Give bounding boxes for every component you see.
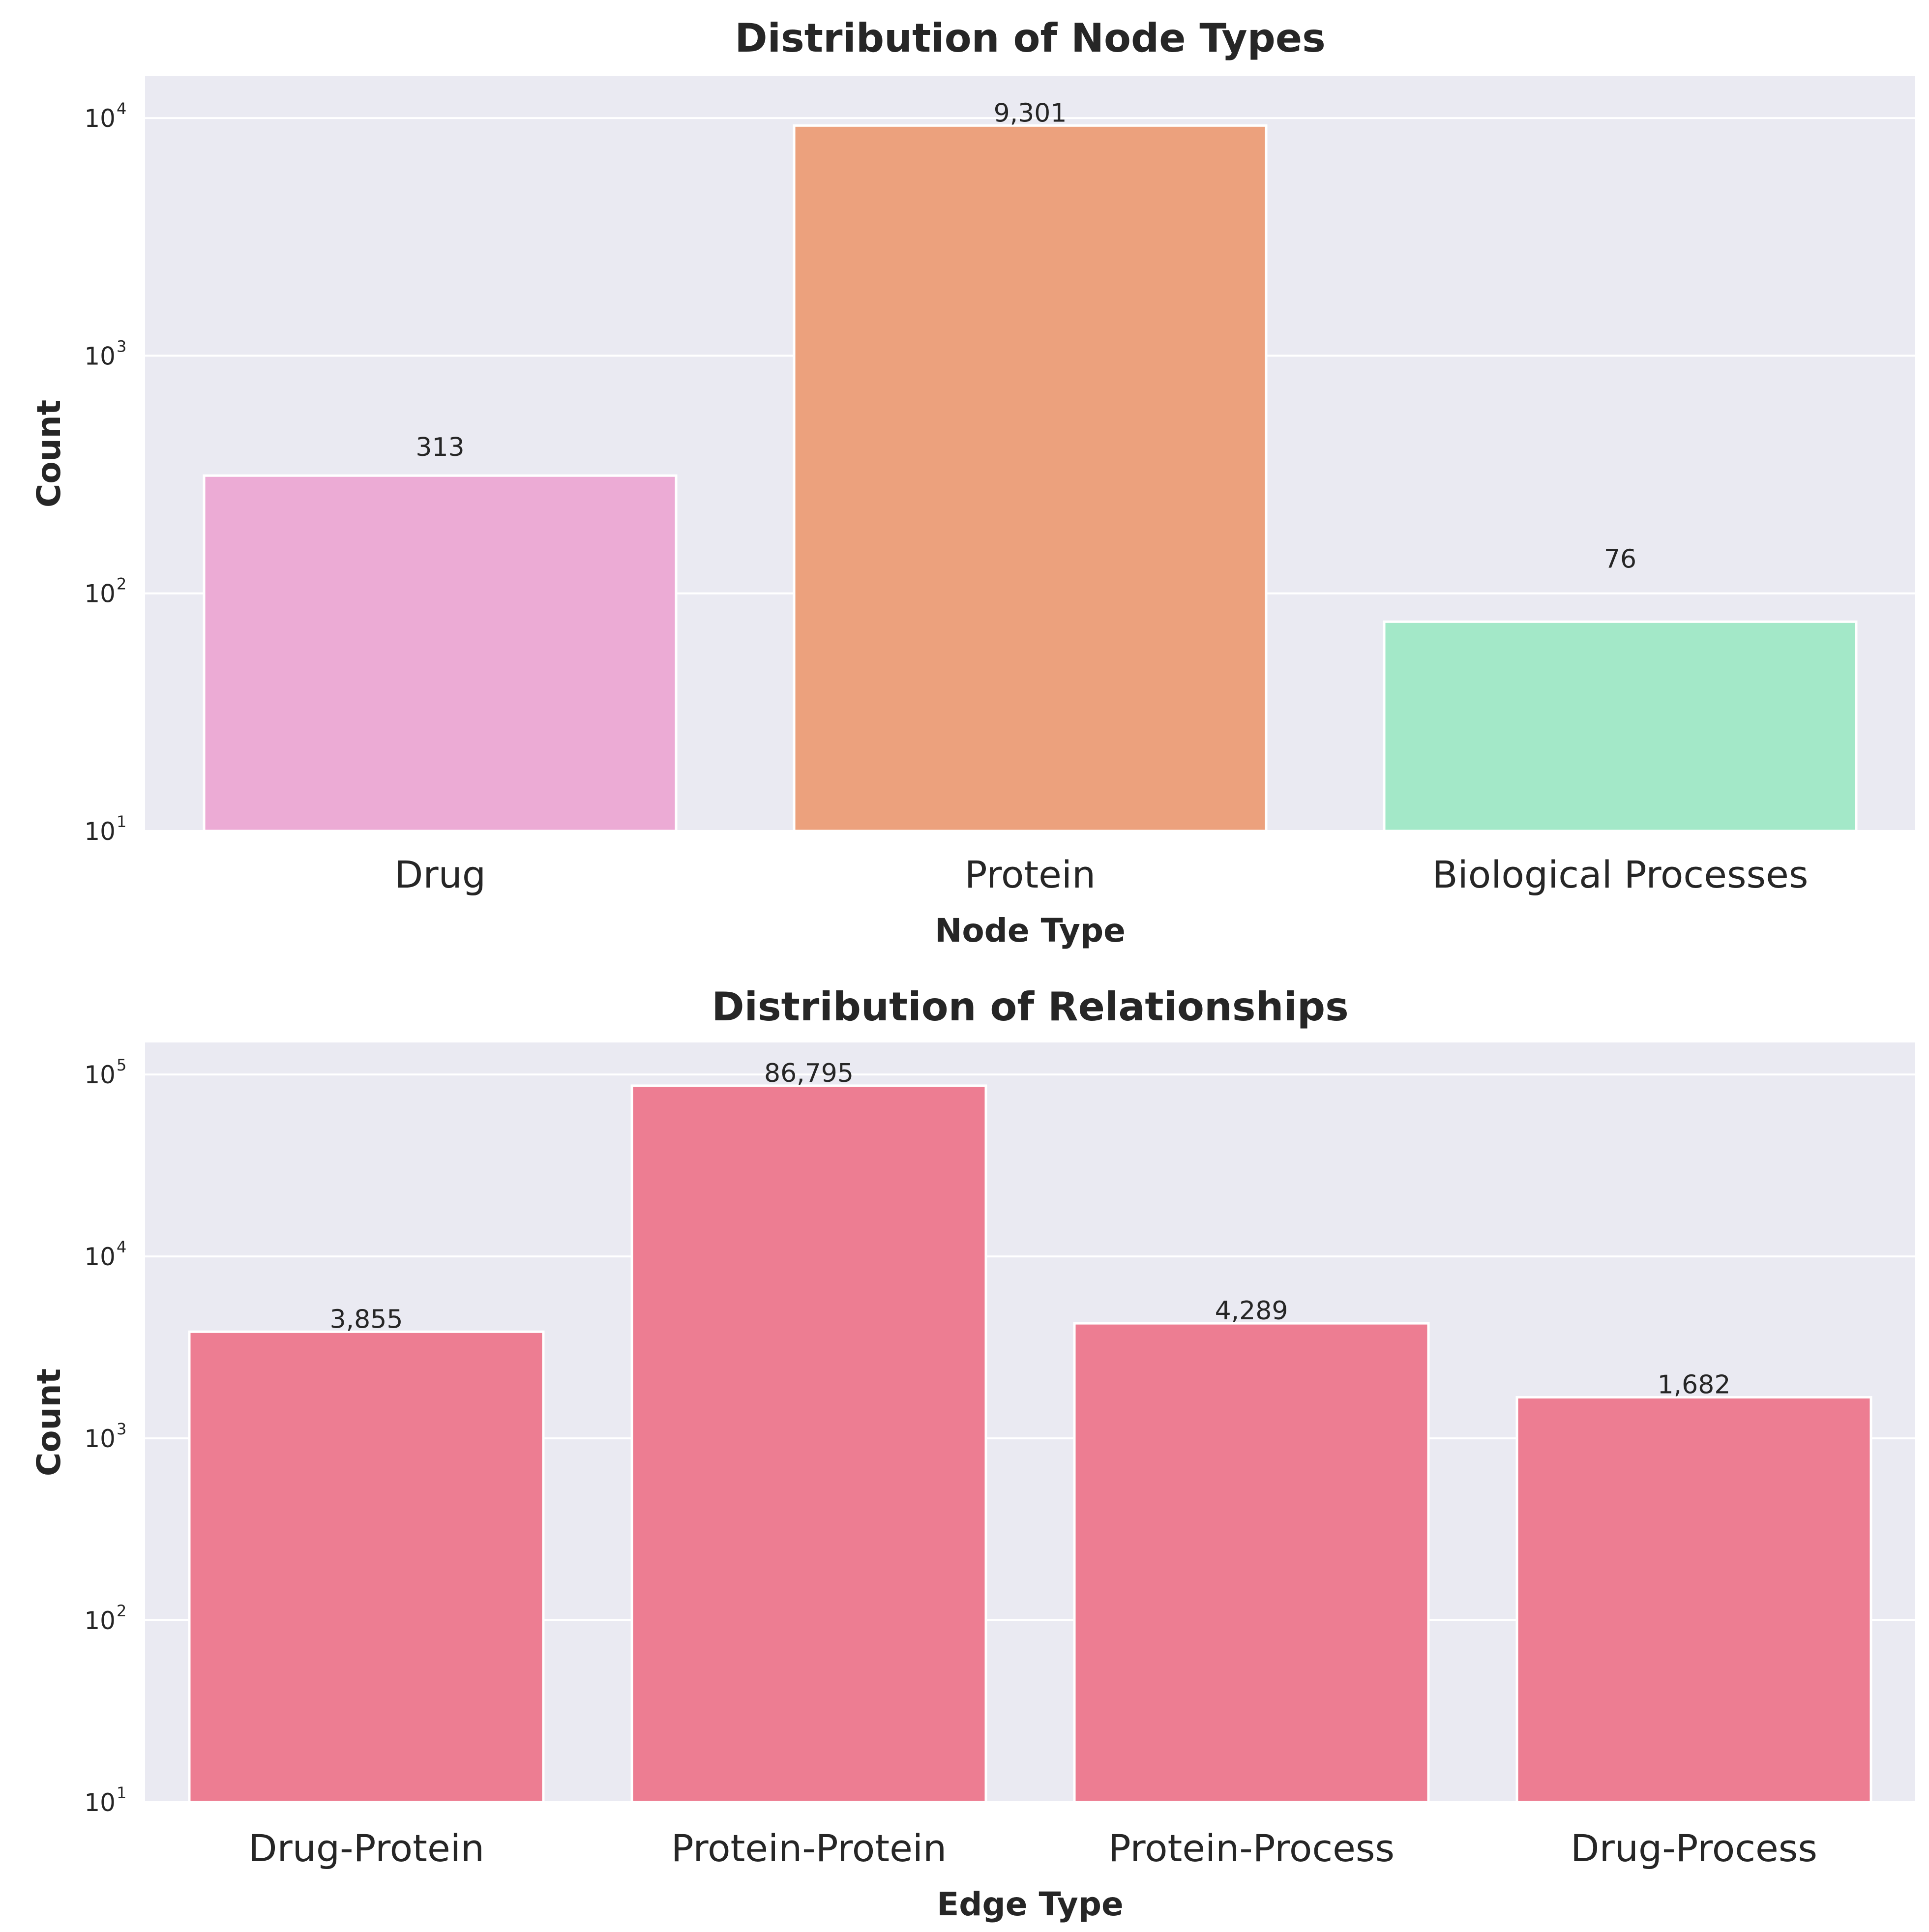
y-tick-exponent: 3 <box>117 1420 126 1438</box>
y-axis-label: Count <box>30 400 68 507</box>
bar-protein <box>793 124 1268 832</box>
x-tick-label: Biological Processes <box>1432 853 1808 896</box>
y-tick-label: 10 <box>84 1606 116 1635</box>
y-tick-exponent: 1 <box>117 812 126 831</box>
bar-value-label: 313 <box>415 433 464 462</box>
x-tick-label: Drug-Protein <box>248 1826 484 1870</box>
x-ticks: Drug-Protein Protein-Protein Protein-Proce… <box>248 1826 1817 1870</box>
bar-value-label: 86,795 <box>764 1059 854 1088</box>
chart-title: Distribution of Relationships <box>712 984 1349 1030</box>
y-tick-label: 10 <box>84 104 116 133</box>
y-tick-exponent: 4 <box>117 99 126 118</box>
bar-value-label: 1,682 <box>1658 1370 1731 1400</box>
y-axis-label: Count <box>30 1368 68 1476</box>
x-ticks: Drug Protein Biological Processes <box>394 853 1809 896</box>
y-tick-exponent: 3 <box>117 337 126 356</box>
y-tick-exponent: 5 <box>117 1056 126 1074</box>
bar-protein-protein <box>630 1084 987 1804</box>
y-tick-exponent: 1 <box>117 1783 126 1802</box>
x-tick-label: Drug <box>394 853 486 896</box>
x-tick-label: Protein-Process <box>1108 1826 1395 1870</box>
bar-drug-protein <box>188 1330 545 1804</box>
bar-drug-process <box>1515 1396 1872 1804</box>
chart-title: Distribution of Node Types <box>735 15 1325 61</box>
x-tick-label: Drug-Process <box>1571 1826 1817 1870</box>
bar-value-label: 9,301 <box>994 98 1067 128</box>
y-tick-label: 10 <box>84 1425 116 1453</box>
bars: 313 9,301 76 <box>203 98 1858 832</box>
x-tick-label: Protein-Protein <box>671 1826 947 1870</box>
bar-protein-process <box>1073 1322 1430 1804</box>
y-tick-exponent: 2 <box>117 1602 126 1620</box>
y-tick-exponent: 4 <box>117 1238 126 1256</box>
bar-biological-processes <box>1383 620 1858 832</box>
bar-value-label: 3,855 <box>330 1305 403 1334</box>
bar-value-label: 76 <box>1604 544 1636 574</box>
y-tick-label: 10 <box>84 1061 116 1089</box>
y-tick-label: 10 <box>84 342 116 370</box>
x-axis-label: Node Type <box>935 912 1126 950</box>
x-axis-label: Edge Type <box>937 1885 1124 1923</box>
bar-drug <box>203 474 678 832</box>
y-tick-exponent: 2 <box>117 575 126 594</box>
y-tick-label: 10 <box>84 1243 116 1271</box>
y-tick-label: 10 <box>84 1788 116 1817</box>
x-tick-label: Protein <box>965 853 1096 896</box>
bars: 3,855 86,795 4,289 1,682 <box>188 1059 1872 1804</box>
y-tick-label: 10 <box>84 817 116 846</box>
bar-value-label: 4,289 <box>1215 1296 1288 1326</box>
y-tick-label: 10 <box>84 580 116 608</box>
